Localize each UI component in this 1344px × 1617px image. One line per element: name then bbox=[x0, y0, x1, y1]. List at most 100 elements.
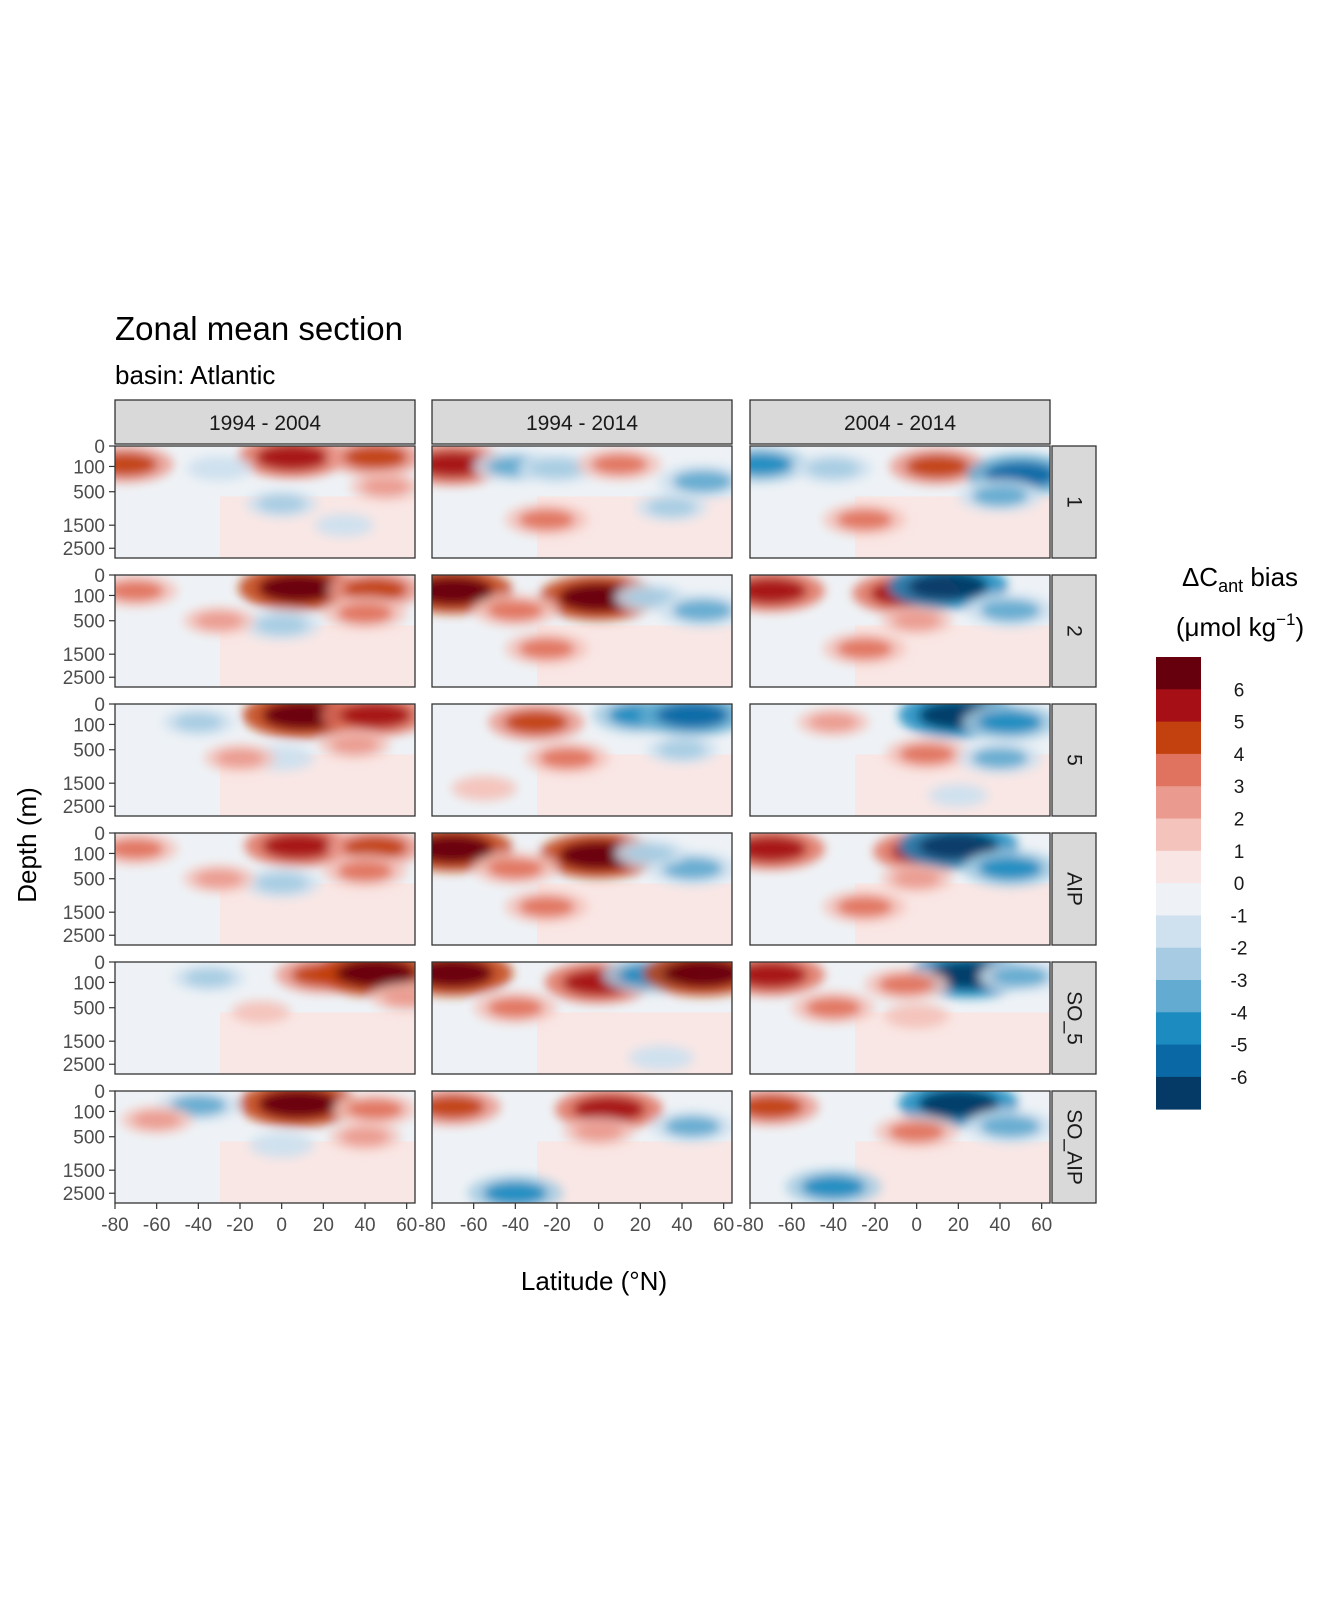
y-tick-label: 100 bbox=[73, 586, 105, 607]
anomaly-core bbox=[672, 599, 732, 622]
y-tick-label: 1500 bbox=[63, 516, 105, 537]
legend-label: 2 bbox=[1234, 810, 1245, 831]
anomaly-core bbox=[324, 517, 365, 533]
x-tick-label: -80 bbox=[736, 1215, 763, 1236]
anomaly-core bbox=[626, 844, 675, 863]
panel-border bbox=[749, 832, 1051, 946]
panel-anomaly-group bbox=[432, 833, 732, 924]
legend-swatch bbox=[1156, 1012, 1201, 1045]
panel-border bbox=[114, 832, 416, 946]
panel-border bbox=[114, 961, 416, 1075]
anomaly-core bbox=[980, 1115, 1041, 1138]
panel-anomaly-group bbox=[432, 1091, 732, 1203]
anomaly-core bbox=[807, 458, 860, 478]
legend-swatch bbox=[1156, 753, 1201, 787]
chart-subtitle: basin: Atlantic bbox=[115, 360, 275, 390]
panel-border bbox=[431, 574, 733, 688]
legend-units-prefix: (μmol kg bbox=[1176, 612, 1276, 642]
legend-label: 6 bbox=[1234, 680, 1245, 701]
panel-base-field-positive bbox=[537, 1141, 732, 1203]
anomaly-core bbox=[432, 576, 493, 606]
row-strip-label: 1 bbox=[1063, 496, 1086, 508]
legend-colorbar: 6 5 4 3 2 1 0 -1 -2 -3 -4 -5 -6 bbox=[1156, 657, 1248, 1110]
panel-5-0 bbox=[115, 704, 415, 816]
panel-AIP-0 bbox=[115, 833, 415, 945]
anomaly-core bbox=[750, 452, 793, 476]
anomaly-core bbox=[432, 962, 493, 988]
legend-swatch bbox=[1156, 980, 1201, 1013]
row-strip-box bbox=[1051, 961, 1097, 1075]
anomaly-core bbox=[382, 988, 415, 1007]
x-tick-label: -20 bbox=[226, 1215, 253, 1236]
anomaly-core bbox=[664, 1116, 721, 1137]
legend-label: -6 bbox=[1231, 1068, 1248, 1089]
legend-swatch bbox=[1156, 818, 1201, 852]
facet-panels bbox=[114, 445, 1051, 1204]
panel-anomaly-group bbox=[172, 962, 415, 1024]
panel-SO_AIP-2 bbox=[750, 1091, 1050, 1203]
legend-label: 1 bbox=[1234, 842, 1245, 863]
anomaly-core bbox=[197, 460, 242, 477]
y-tick-label: 100 bbox=[73, 973, 105, 994]
legend-label: -4 bbox=[1231, 1003, 1248, 1024]
row-strip-label: 5 bbox=[1063, 754, 1086, 766]
panel-anomaly-group bbox=[750, 833, 1050, 924]
anomaly-core bbox=[262, 833, 335, 859]
y-tick-label: 2500 bbox=[63, 1184, 105, 1205]
row-strip-label: 2 bbox=[1063, 625, 1086, 637]
panel-anomaly-group bbox=[115, 575, 415, 641]
anomaly-core bbox=[462, 780, 507, 797]
y-tick-label: 2500 bbox=[63, 668, 105, 689]
anomaly-core bbox=[337, 603, 393, 624]
row-strip-box bbox=[1051, 574, 1097, 688]
column-strip-box bbox=[749, 399, 1051, 445]
anomaly-core bbox=[573, 1096, 646, 1123]
y-tick-label: 2500 bbox=[63, 797, 105, 818]
panel-SO_5-2 bbox=[750, 962, 1050, 1074]
facet-column-strips: 1994 - 2004 1994 - 2014 2004 - 2014 bbox=[114, 399, 1051, 445]
anomaly-core bbox=[343, 577, 408, 602]
panel-SO_5-0 bbox=[115, 962, 415, 1074]
anomaly-core bbox=[750, 962, 807, 988]
anomaly-core bbox=[801, 1175, 866, 1199]
panel-anomaly-group bbox=[750, 962, 1050, 1030]
anomaly-core bbox=[262, 704, 343, 730]
anomaly-core bbox=[531, 458, 583, 478]
panel-5-1 bbox=[432, 704, 732, 816]
y-axes: 0100500150025000100500150025000100500150… bbox=[63, 437, 115, 1205]
y-tick-label: 500 bbox=[73, 483, 105, 504]
panel-anomaly-group bbox=[797, 704, 1050, 808]
panel-SO_AIP-0 bbox=[115, 1091, 415, 1203]
anomaly-core bbox=[836, 638, 893, 659]
panel-AIP-2 bbox=[750, 833, 1050, 945]
legend-title-prefix: ΔC bbox=[1182, 562, 1218, 592]
panel-base-field-positive bbox=[855, 1012, 1050, 1074]
anomaly-core bbox=[905, 454, 970, 479]
panel-border bbox=[749, 1090, 1051, 1204]
anomaly-core bbox=[341, 1127, 389, 1146]
x-tick-label: -60 bbox=[143, 1215, 170, 1236]
anomaly-core bbox=[432, 451, 489, 478]
anomaly-core bbox=[972, 485, 1028, 507]
legend-swatch bbox=[1156, 657, 1201, 690]
y-tick-label: 1500 bbox=[63, 1161, 105, 1182]
panel-anomaly-group bbox=[432, 962, 732, 1071]
x-tick-label: -80 bbox=[418, 1215, 445, 1236]
x-tick-label: -60 bbox=[778, 1215, 805, 1236]
panel-border bbox=[749, 703, 1051, 817]
panel-border bbox=[431, 832, 733, 946]
column-strip-label: 2004 - 2014 bbox=[844, 412, 956, 435]
panel-SO_5-1 bbox=[432, 962, 732, 1074]
anomaly-core bbox=[259, 1137, 304, 1154]
anomaly-core bbox=[662, 962, 732, 988]
x-axis-title: Latitude (°N) bbox=[521, 1266, 667, 1296]
legend-label: -5 bbox=[1231, 1036, 1248, 1057]
legend-units-suffix: ) bbox=[1295, 612, 1304, 642]
anomaly-core bbox=[257, 495, 306, 513]
panel-base-field-positive bbox=[855, 1141, 1050, 1203]
panel-border bbox=[114, 1090, 416, 1204]
anomaly-core bbox=[836, 509, 893, 530]
anomaly-core bbox=[918, 1091, 999, 1119]
anomaly-core bbox=[115, 838, 164, 860]
